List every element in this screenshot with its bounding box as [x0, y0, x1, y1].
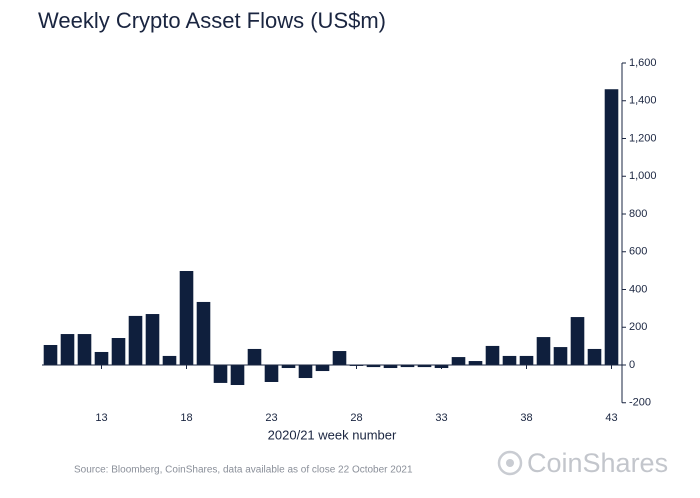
bar — [77, 334, 92, 365]
bar — [570, 317, 585, 365]
y-tick-label: 1,000 — [629, 170, 657, 182]
bar — [281, 365, 296, 369]
x-axis-label: 2020/21 week number — [268, 427, 397, 442]
bar — [179, 271, 194, 365]
x-tick-label: 33 — [435, 412, 447, 424]
y-tick-label: 0 — [629, 359, 635, 371]
bar — [230, 365, 245, 386]
y-tick-label: -200 — [629, 397, 651, 409]
bar — [145, 314, 160, 365]
y-tick-label: 200 — [629, 321, 647, 333]
bar — [502, 355, 517, 365]
bar — [536, 337, 551, 365]
bar — [247, 348, 262, 365]
x-tick-label: 43 — [605, 412, 617, 424]
y-tick-label: 1,200 — [629, 132, 657, 144]
bar — [162, 355, 177, 365]
y-tick-label: 1,600 — [629, 57, 657, 69]
logo-text: CoinShares — [527, 448, 668, 478]
bar — [553, 347, 568, 365]
bar — [315, 365, 330, 372]
bar — [400, 365, 415, 368]
y-tick-label: 600 — [629, 246, 647, 258]
y-tick-label: 1,400 — [629, 95, 657, 107]
bar — [383, 365, 398, 369]
bar — [434, 365, 449, 369]
x-tick-label: 23 — [265, 412, 277, 424]
bar — [332, 351, 347, 365]
x-tick-label: 13 — [95, 412, 107, 424]
chart-title: Weekly Crypto Asset Flows (US$m) — [38, 8, 386, 33]
bar — [111, 338, 126, 365]
bar — [519, 355, 534, 365]
bar — [468, 361, 483, 365]
bar — [451, 357, 466, 365]
bar — [43, 344, 58, 365]
bar — [196, 301, 211, 365]
bar — [213, 365, 228, 383]
logo-icon — [497, 450, 523, 476]
source-note: Source: Bloomberg, CoinShares, data avai… — [74, 465, 413, 476]
bar — [604, 89, 619, 365]
bar — [264, 365, 279, 382]
bar — [128, 315, 143, 365]
bar — [417, 365, 432, 368]
y-tick-label: 400 — [629, 283, 647, 295]
bar — [94, 351, 109, 365]
x-tick-label: 38 — [520, 412, 532, 424]
x-tick-label: 18 — [180, 412, 192, 424]
bar — [366, 365, 381, 368]
bar — [60, 334, 75, 365]
x-tick-label: 28 — [350, 412, 362, 424]
y-tick-label: 800 — [629, 208, 647, 220]
bar — [298, 365, 313, 379]
bar — [485, 345, 500, 365]
bar — [587, 348, 602, 365]
